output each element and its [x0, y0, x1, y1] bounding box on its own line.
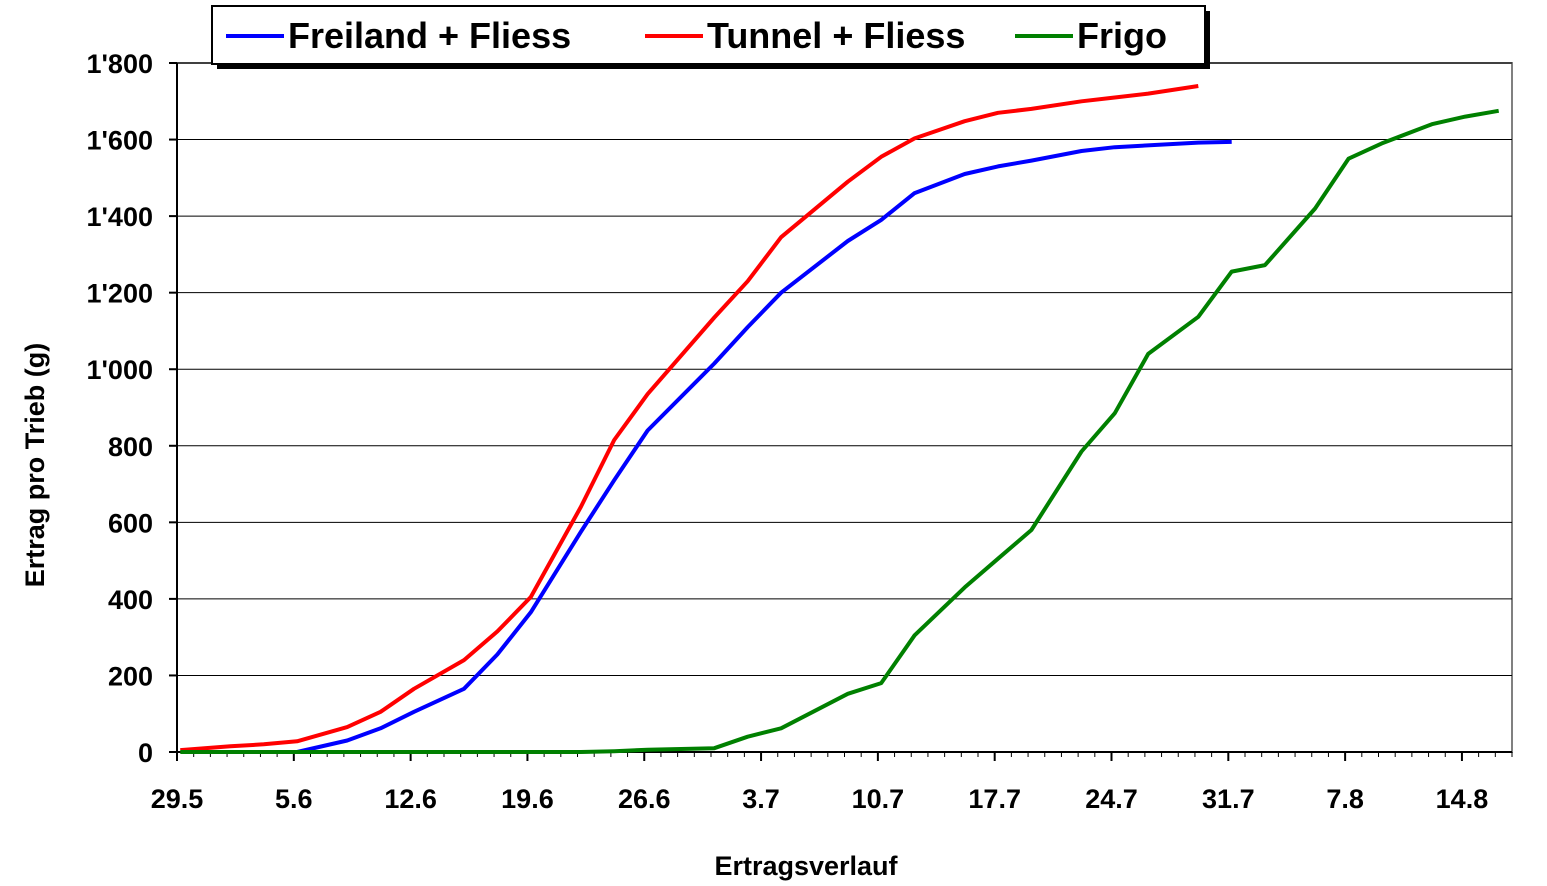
x-tick-label: 26.6 [618, 784, 671, 814]
y-tick-label: 200 [108, 661, 153, 691]
legend-label: Frigo [1077, 15, 1167, 56]
x-tick-label: 31.7 [1202, 784, 1255, 814]
x-tick-label: 7.8 [1326, 784, 1364, 814]
x-tick-label: 24.7 [1085, 784, 1138, 814]
plot-area [176, 62, 1513, 753]
x-tick-label: 19.6 [501, 784, 554, 814]
legend-label: Tunnel + Fliess [707, 15, 965, 56]
x-tick-label: 12.6 [384, 784, 437, 814]
x-tick-label: 17.7 [968, 784, 1021, 814]
x-tick-label: 5.6 [275, 784, 313, 814]
series-line [180, 108, 1500, 754]
y-tick-label: 400 [108, 585, 153, 615]
y-tick-label: 0 [138, 738, 153, 768]
x-tick-label: 3.7 [742, 784, 780, 814]
series-line [180, 84, 1199, 753]
y-axis-title: Ertrag pro Trieb (g) [20, 343, 50, 588]
x-tick-label: 14.8 [1436, 784, 1489, 814]
series-line [296, 139, 1232, 754]
y-tick-label: 1'800 [87, 49, 154, 79]
x-axis-title: Ertragsverlauf [714, 851, 898, 881]
y-tick-label: 1'600 [87, 126, 154, 156]
y-tick-label: 1'000 [87, 355, 154, 385]
y-tick-label: 600 [108, 508, 153, 538]
y-tick-label: 1'400 [87, 202, 154, 232]
x-tick-label: 29.5 [151, 784, 204, 814]
x-tick-label: 10.7 [852, 784, 905, 814]
y-tick-label: 800 [108, 432, 153, 462]
y-tick-label: 1'200 [87, 279, 154, 309]
legend-label: Freiland + Fliess [288, 15, 571, 56]
